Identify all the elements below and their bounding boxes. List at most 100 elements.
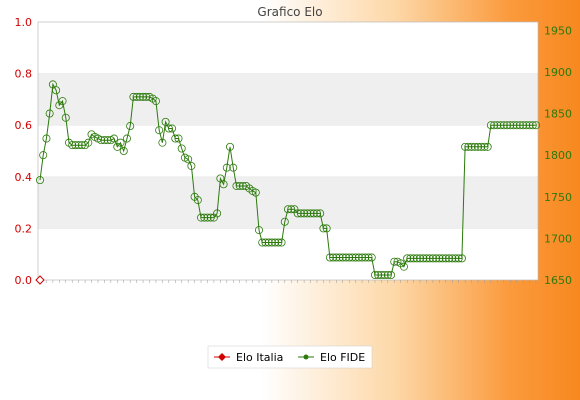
data-point-elo-fide[interactable] (226, 142, 235, 151)
data-point-elo-fide[interactable] (409, 254, 418, 263)
data-point-elo-fide[interactable] (432, 254, 441, 263)
data-point-elo-fide[interactable] (370, 271, 379, 280)
data-point-elo-fide[interactable] (45, 109, 54, 118)
data-point-elo-fide[interactable] (528, 121, 537, 130)
data-point-elo-fide[interactable] (129, 92, 138, 101)
data-point-elo-fide[interactable] (271, 238, 280, 247)
data-point-elo-fide[interactable] (374, 271, 383, 280)
data-point-elo-fide[interactable] (261, 238, 270, 247)
data-point-elo-fide[interactable] (341, 253, 350, 262)
data-point-elo-fide[interactable] (61, 113, 70, 122)
data-point-elo-fide[interactable] (139, 92, 148, 101)
data-point-elo-fide[interactable] (412, 254, 421, 263)
data-point-elo-fide[interactable] (255, 226, 264, 235)
data-point-elo-fide[interactable] (525, 121, 534, 130)
data-point-elo-fide[interactable] (206, 213, 215, 222)
data-point-elo-fide[interactable] (158, 138, 167, 147)
data-point-elo-fide[interactable] (116, 138, 125, 147)
data-point-elo-fide[interactable] (512, 121, 521, 130)
data-point-elo-fide[interactable] (457, 254, 466, 263)
data-point-elo-fide[interactable] (377, 271, 386, 280)
data-point-elo-fide[interactable] (97, 136, 106, 145)
data-point-elo-fide[interactable] (522, 121, 531, 130)
data-point-elo-fide[interactable] (161, 117, 170, 126)
data-point-elo-fide[interactable] (367, 253, 376, 262)
data-point-elo-fide[interactable] (416, 254, 425, 263)
data-point-elo-fide[interactable] (100, 136, 109, 145)
data-point-elo-italia[interactable] (35, 275, 45, 285)
data-point-elo-fide[interactable] (532, 121, 541, 130)
data-point-elo-fide[interactable] (103, 136, 112, 145)
data-point-elo-fide[interactable] (428, 254, 437, 263)
data-point-elo-fide[interactable] (351, 253, 360, 262)
data-point-elo-fide[interactable] (258, 238, 267, 247)
data-point-elo-fide[interactable] (441, 254, 450, 263)
data-point-elo-fide[interactable] (303, 209, 312, 218)
data-point-elo-fide[interactable] (461, 142, 470, 151)
data-point-elo-fide[interactable] (496, 121, 505, 130)
data-point-elo-fide[interactable] (283, 205, 292, 214)
data-point-elo-fide[interactable] (454, 254, 463, 263)
data-point-elo-fide[interactable] (155, 126, 164, 135)
data-point-elo-fide[interactable] (519, 121, 528, 130)
data-point-elo-fide[interactable] (174, 134, 183, 143)
data-point-elo-fide[interactable] (464, 142, 473, 151)
data-point-elo-fide[interactable] (126, 122, 135, 131)
data-point-elo-fide[interactable] (490, 121, 499, 130)
data-point-elo-fide[interactable] (274, 238, 283, 247)
data-point-elo-fide[interactable] (110, 134, 119, 143)
data-point-elo-fide[interactable] (477, 142, 486, 151)
data-point-elo-fide[interactable] (451, 254, 460, 263)
data-point-elo-fide[interactable] (293, 209, 302, 218)
data-point-elo-fide[interactable] (203, 213, 212, 222)
data-point-elo-fide[interactable] (164, 124, 173, 133)
data-point-elo-fide[interactable] (445, 254, 454, 263)
data-point-elo-fide[interactable] (296, 209, 305, 218)
data-point-elo-fide[interactable] (503, 121, 512, 130)
data-point-elo-fide[interactable] (348, 253, 357, 262)
data-point-elo-fide[interactable] (486, 121, 495, 130)
data-point-elo-fide[interactable] (325, 253, 334, 262)
data-point-elo-fide[interactable] (335, 253, 344, 262)
data-point-elo-fide[interactable] (132, 92, 141, 101)
data-point-elo-fide[interactable] (193, 196, 202, 205)
data-point-elo-fide[interactable] (448, 254, 457, 263)
data-point-elo-fide[interactable] (232, 181, 241, 190)
data-point-elo-fide[interactable] (380, 271, 389, 280)
data-point-elo-fide[interactable] (197, 213, 206, 222)
data-point-elo-fide[interactable] (68, 141, 77, 150)
data-point-elo-fide[interactable] (251, 188, 260, 197)
data-point-elo-fide[interactable] (52, 86, 61, 95)
data-point-elo-fide[interactable] (267, 238, 276, 247)
data-point-elo-fide[interactable] (309, 209, 318, 218)
data-point-elo-fide[interactable] (383, 271, 392, 280)
data-point-elo-fide[interactable] (287, 205, 296, 214)
data-point-elo-fide[interactable] (122, 134, 131, 143)
data-point-elo-fide[interactable] (200, 213, 209, 222)
data-point-elo-fide[interactable] (36, 176, 45, 185)
data-point-elo-fide[interactable] (316, 209, 325, 218)
legend-item-elo-italia[interactable]: Elo Italia (214, 351, 283, 364)
data-point-elo-fide[interactable] (329, 253, 338, 262)
data-point-elo-fide[interactable] (213, 209, 222, 218)
data-point-elo-fide[interactable] (322, 224, 331, 233)
data-point-elo-fide[interactable] (506, 121, 515, 130)
data-point-elo-fide[interactable] (58, 97, 67, 106)
legend[interactable]: Elo Italia Elo FIDE (207, 345, 373, 369)
data-point-elo-fide[interactable] (235, 181, 244, 190)
data-point-elo-fide[interactable] (399, 262, 408, 271)
data-point-elo-fide[interactable] (332, 253, 341, 262)
data-point-elo-fide[interactable] (229, 163, 238, 172)
data-point-elo-fide[interactable] (338, 253, 347, 262)
data-point-elo-fide[interactable] (345, 253, 354, 262)
data-point-elo-fide[interactable] (280, 217, 289, 226)
data-point-elo-fide[interactable] (390, 257, 399, 266)
data-point-elo-fide[interactable] (168, 124, 177, 133)
data-point-elo-fide[interactable] (306, 209, 315, 218)
data-point-elo-fide[interactable] (39, 151, 48, 160)
data-point-elo-fide[interactable] (74, 141, 83, 150)
data-point-elo-fide[interactable] (319, 224, 328, 233)
data-point-elo-fide[interactable] (406, 254, 415, 263)
data-point-elo-fide[interactable] (84, 138, 93, 147)
data-point-elo-fide[interactable] (493, 121, 502, 130)
